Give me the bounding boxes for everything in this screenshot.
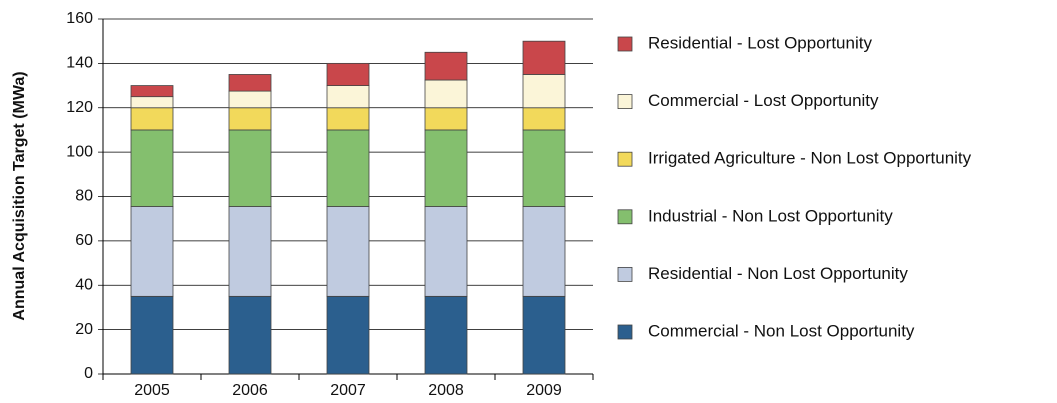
- legend-swatch: [617, 151, 633, 167]
- y-tick-label: 40: [75, 276, 93, 293]
- bar-segment: [424, 129, 468, 207]
- bar-segment: [326, 107, 370, 131]
- bar-segment: [130, 107, 174, 131]
- bar-segment: [228, 129, 272, 207]
- bar-segment: [326, 129, 370, 207]
- y-tick-label: 160: [66, 10, 93, 27]
- y-tick-label: 140: [66, 55, 93, 72]
- bar-segment: [228, 107, 272, 131]
- y-tick-label: 0: [84, 365, 93, 382]
- bar-segment: [522, 129, 566, 207]
- y-tick-label: 100: [66, 143, 93, 160]
- x-tick-label: 2005: [134, 382, 170, 399]
- bar-segment: [424, 51, 468, 81]
- y-tick-label: 60: [75, 232, 93, 249]
- bar-segment: [522, 74, 566, 109]
- bar-segment: [326, 206, 370, 297]
- bar-segment: [522, 295, 566, 375]
- legend-text: Irrigated Agriculture - Non Lost Opportu…: [648, 149, 972, 168]
- bar-segment: [326, 295, 370, 375]
- bar-segment: [130, 96, 174, 109]
- bar-segment: [228, 74, 272, 92]
- y-tick-label: 80: [75, 188, 93, 205]
- legend-swatch: [617, 266, 633, 282]
- x-tick-label: 2007: [330, 382, 366, 399]
- bar-segment: [424, 295, 468, 375]
- bar-segment: [522, 107, 566, 131]
- legend-swatch: [617, 36, 633, 52]
- y-tick-label: 120: [66, 99, 93, 116]
- bar-segment: [424, 79, 468, 109]
- bar-segment: [228, 90, 272, 109]
- legend-text: Residential - Lost Opportunity: [648, 33, 872, 52]
- bar-segment: [130, 295, 174, 375]
- bar-segment: [424, 206, 468, 297]
- legend-text: Industrial - Non Lost Opportunity: [648, 206, 893, 225]
- legend-swatch: [617, 324, 633, 340]
- x-tick-label: 2008: [428, 382, 464, 399]
- bar-segment: [130, 129, 174, 207]
- bar-segment: [424, 107, 468, 131]
- bar-segment: [130, 206, 174, 297]
- bar-segment: [326, 85, 370, 109]
- x-tick-label: 2006: [232, 382, 268, 399]
- legend-swatch: [617, 94, 633, 109]
- x-tick-label: 2009: [526, 382, 562, 399]
- bar-segment: [228, 206, 272, 297]
- bar-segment: [130, 85, 174, 98]
- legend-text: Commercial - Non Lost Opportunity: [648, 321, 915, 340]
- legend-swatch: [617, 209, 633, 225]
- bar-segment: [228, 295, 272, 375]
- y-tick-label: 20: [75, 321, 93, 338]
- bar-segment: [522, 206, 566, 297]
- y-axis-title: Annual Acquisition Target (MWa): [11, 71, 28, 320]
- legend-text: Commercial - Lost Opportunity: [648, 91, 879, 110]
- bar-segment: [522, 40, 566, 75]
- legend-text: Residential - Non Lost Opportunity: [648, 264, 908, 283]
- bar-segment: [326, 62, 370, 86]
